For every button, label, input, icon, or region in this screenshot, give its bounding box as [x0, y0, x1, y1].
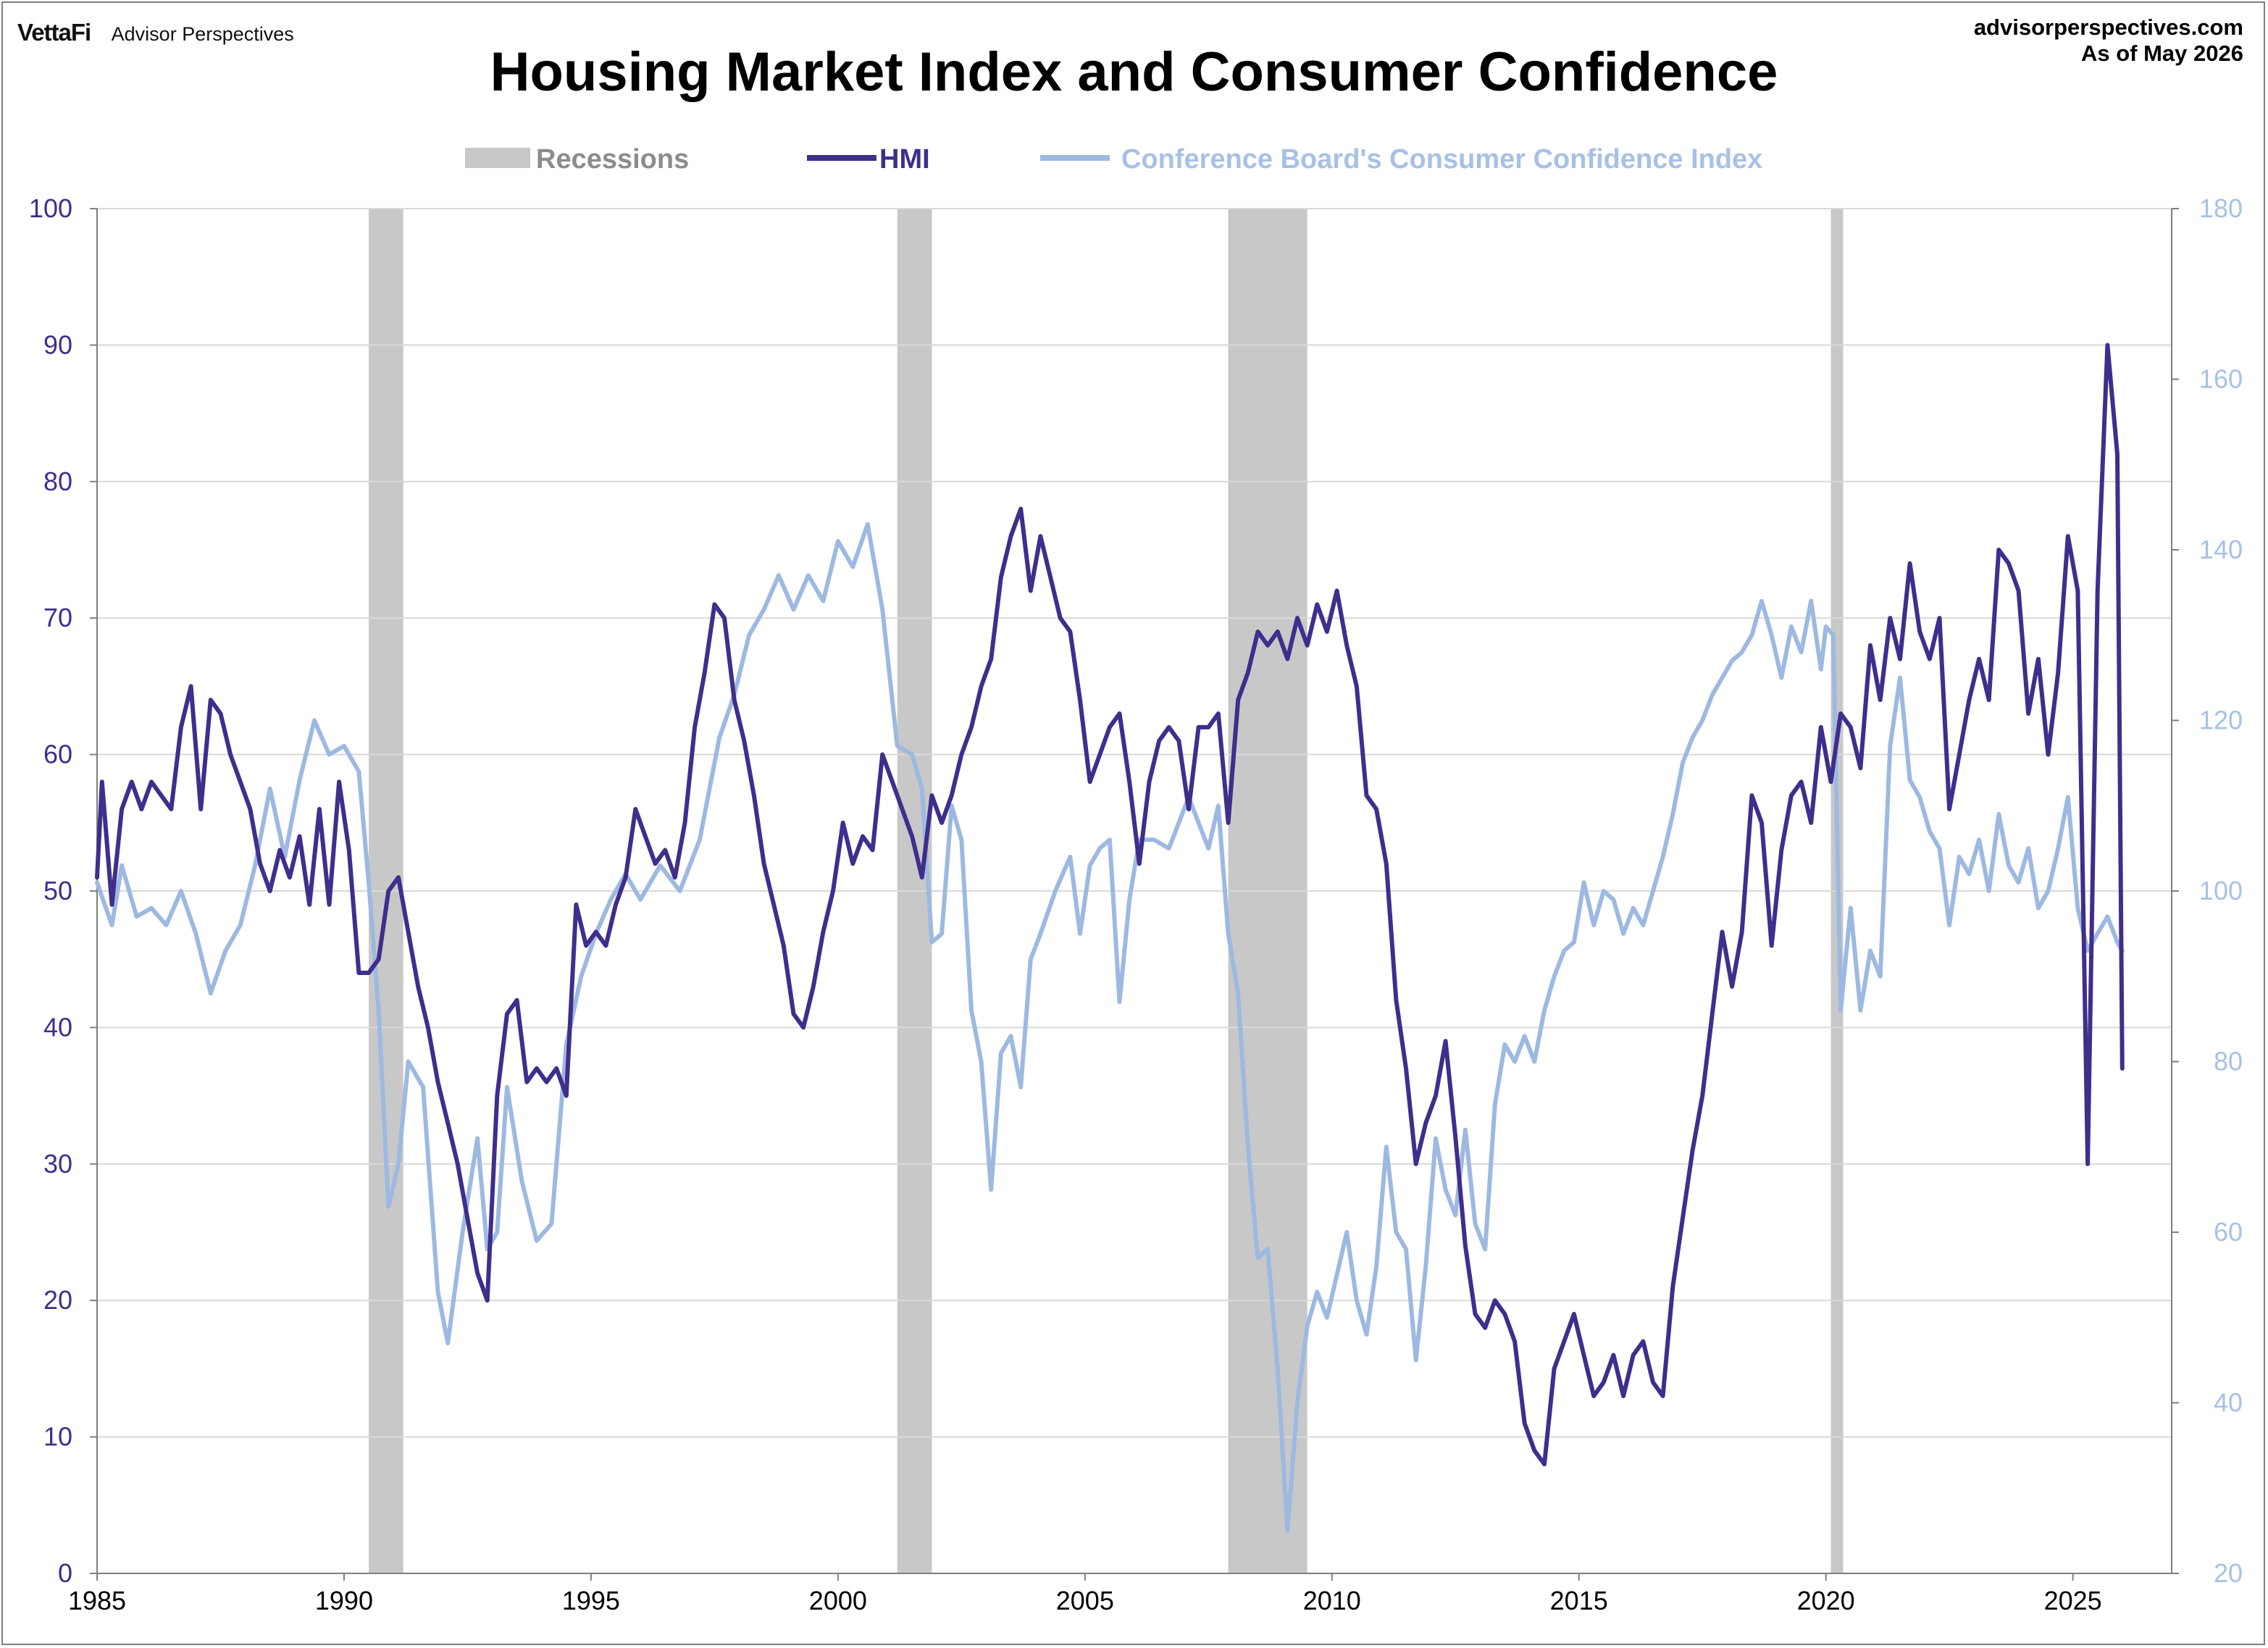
- left-axis-tick-label: 70: [43, 603, 72, 632]
- legend-label-recessions: Recessions: [536, 144, 689, 175]
- source-site: advisorperspectives.com: [1973, 14, 2243, 40]
- right-axis-tick-label: 20: [2214, 1558, 2243, 1588]
- x-axis-tick-label: 2025: [2044, 1586, 2102, 1615]
- legend: Recessions HMI Conference Board's Consumer…: [465, 144, 1762, 175]
- x-axis-tick-label: 2015: [1550, 1586, 1608, 1615]
- right-axis-tick-label: 60: [2214, 1217, 2243, 1247]
- x-axis-tick-label: 1990: [315, 1586, 373, 1615]
- brand-name: VettaFi: [17, 19, 91, 46]
- source-block: advisorperspectives.com As of May 2026: [1974, 14, 2243, 67]
- brand-subtitle: Advisor Perspectives: [111, 23, 294, 45]
- left-axis-tick-label: 10: [43, 1422, 72, 1452]
- right-axis-tick-label: 80: [2214, 1047, 2243, 1076]
- axes: 0 10 20 30 40 50 60 70 80 90 100 20 40 60 80 100 120 140 1…: [29, 193, 2243, 1615]
- right-axis-tick-label: 40: [2214, 1388, 2243, 1418]
- series-lines: [95, 343, 2125, 1534]
- legend-swatch-recessions: [465, 148, 530, 168]
- chart-title: Housing Market Index and Consumer Confid…: [490, 41, 1778, 103]
- right-axis-tick-label: 120: [2199, 706, 2243, 735]
- left-axis-tick-label: 90: [43, 330, 72, 359]
- x-axis-tick-label: 1995: [562, 1586, 620, 1615]
- x-axis-tick-label: 1985: [68, 1586, 126, 1615]
- right-axis-tick-label: 140: [2199, 535, 2243, 564]
- brand-logo: VettaFi Advisor Perspectives: [17, 19, 294, 46]
- left-axis-tick-label: 100: [29, 193, 72, 223]
- left-axis-tick-label: 80: [43, 467, 72, 496]
- right-axis-tick-label: 160: [2199, 364, 2243, 394]
- legend-label-hmi: HMI: [879, 144, 930, 175]
- left-axis-tick-label: 50: [43, 876, 72, 905]
- as-of-date: As of May 2026: [2081, 41, 2243, 66]
- gridlines: [97, 208, 2172, 1438]
- x-axis-tick-label: 2000: [809, 1586, 867, 1615]
- legend-label-cci: Conference Board's Consumer Confidence I…: [1121, 144, 1762, 175]
- right-axis-tick-label: 100: [2199, 876, 2243, 905]
- right-axis-tick-label: 180: [2199, 193, 2243, 223]
- left-axis-tick-label: 20: [43, 1285, 72, 1315]
- left-axis-tick-label: 0: [58, 1558, 72, 1588]
- cci-line: [95, 522, 2125, 1534]
- left-axis-tick-label: 30: [43, 1149, 72, 1179]
- x-axis-tick-label: 2020: [1797, 1586, 1855, 1615]
- left-axis-tick-label: 40: [43, 1012, 72, 1042]
- left-axis-tick-label: 60: [43, 740, 72, 769]
- hmi-line: [95, 343, 2125, 1467]
- x-axis-tick-label: 2010: [1303, 1586, 1361, 1615]
- x-axis-tick-label: 2005: [1056, 1586, 1114, 1615]
